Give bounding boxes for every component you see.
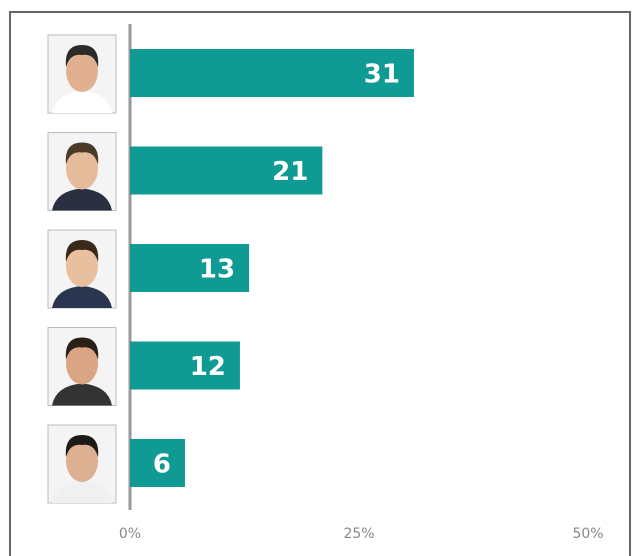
bar xyxy=(130,341,240,390)
portrait-hair xyxy=(65,435,99,457)
value-label: 21 xyxy=(272,157,308,187)
portrait-face xyxy=(66,50,98,92)
portrait-face xyxy=(66,147,98,190)
portrait-body xyxy=(52,188,112,211)
value-label: 12 xyxy=(190,352,226,382)
value-label: 13 xyxy=(199,255,235,285)
portrait-hair xyxy=(65,240,99,262)
value-label: 6 xyxy=(153,450,171,480)
frame xyxy=(9,11,631,556)
portrait-hair xyxy=(65,142,99,165)
portrait-body xyxy=(52,91,112,113)
portrait-face xyxy=(66,440,98,482)
bar xyxy=(130,49,414,97)
portrait-hair xyxy=(65,337,99,360)
bar xyxy=(130,439,185,487)
portrait-body xyxy=(52,481,112,503)
portrait-hair xyxy=(65,45,99,67)
portrait-body xyxy=(52,286,112,308)
value-label: 31 xyxy=(364,60,400,90)
x-tick-label: 25% xyxy=(343,526,374,542)
x-tick-label: 50% xyxy=(572,526,603,542)
bar xyxy=(130,244,250,292)
portrait-body xyxy=(52,383,112,406)
x-tick-label: 0% xyxy=(119,526,141,542)
portraits xyxy=(47,34,117,504)
portrait-face xyxy=(66,245,98,287)
portrait-face xyxy=(66,342,98,385)
bar xyxy=(130,146,323,195)
